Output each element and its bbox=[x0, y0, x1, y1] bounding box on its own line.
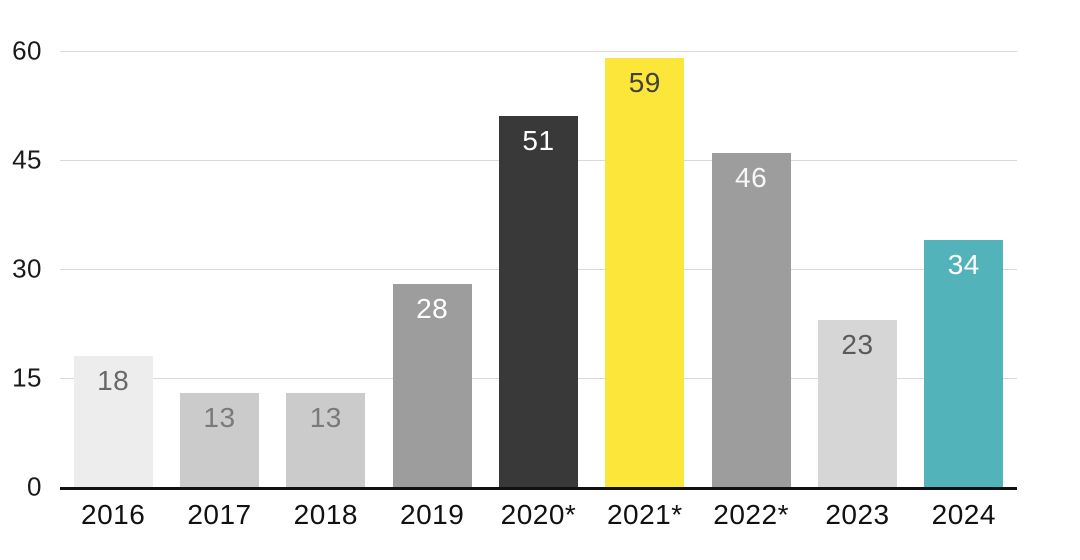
bar-column-2021*: 59 bbox=[592, 51, 698, 487]
bar-value-label-2021*: 59 bbox=[628, 67, 661, 99]
x-tick-label-2021*: 2021* bbox=[606, 499, 683, 530]
x-axis-tick-labels: 2016 2017 2018 2019 2020* 2021* 2022* 2023 2024 bbox=[60, 499, 1017, 531]
x-tick-label-2019: 2019 bbox=[400, 499, 465, 530]
bar-column-2017: 13 bbox=[166, 51, 272, 487]
y-tick-label-30: 30 bbox=[12, 253, 42, 284]
bar-2019: 28 bbox=[392, 283, 472, 487]
bar-column-2016: 18 bbox=[60, 51, 166, 487]
bar-column-2022*: 46 bbox=[698, 51, 804, 487]
bar-2020*: 51 bbox=[498, 116, 578, 487]
x-tick-label-2023: 2023 bbox=[825, 499, 890, 530]
plot-area: 18 13 13 28 51 59 46 23 34 bbox=[60, 51, 1017, 487]
y-tick-label-45: 45 bbox=[12, 144, 42, 175]
bar-value-label-2022*: 46 bbox=[735, 161, 768, 193]
bar-2022*: 46 bbox=[711, 152, 791, 487]
bar-column-2018: 13 bbox=[273, 51, 379, 487]
y-tick-label-15: 15 bbox=[12, 362, 42, 393]
x-tick-label-2017: 2017 bbox=[187, 499, 252, 530]
x-tick-label-2018: 2018 bbox=[293, 499, 358, 530]
bar-column-2023: 23 bbox=[804, 51, 910, 487]
bar-2018: 13 bbox=[286, 392, 366, 487]
bar-value-label-2018: 13 bbox=[309, 401, 342, 433]
bar-column-2020*: 51 bbox=[485, 51, 591, 487]
x-tick-label-2022*: 2022* bbox=[713, 499, 789, 530]
x-tick-label-2016: 2016 bbox=[81, 499, 146, 530]
bar-value-label-2023: 23 bbox=[841, 328, 874, 360]
bar-value-label-2016: 18 bbox=[97, 365, 130, 397]
x-tick-label-2020*: 2020* bbox=[500, 499, 577, 530]
bar-2023: 23 bbox=[817, 319, 897, 487]
bar-column-2024: 34 bbox=[911, 51, 1017, 487]
y-tick-label-60: 60 bbox=[12, 35, 42, 66]
bar-2017: 13 bbox=[179, 392, 259, 487]
bar-value-label-2020*: 51 bbox=[522, 125, 555, 157]
bar-2016: 18 bbox=[73, 356, 153, 487]
bar-2021*: 59 bbox=[605, 58, 685, 487]
bar-column-2019: 28 bbox=[379, 51, 485, 487]
y-tick-label-0: 0 bbox=[27, 471, 42, 502]
bar-value-label-2019: 28 bbox=[416, 292, 449, 324]
bar-value-label-2017: 13 bbox=[203, 401, 236, 433]
bar-2024: 34 bbox=[924, 239, 1004, 487]
x-axis-baseline bbox=[60, 487, 1017, 490]
bar-value-label-2024: 34 bbox=[947, 248, 980, 280]
gridline-y-60 bbox=[60, 51, 1017, 52]
x-tick-label-2024: 2024 bbox=[931, 499, 996, 530]
